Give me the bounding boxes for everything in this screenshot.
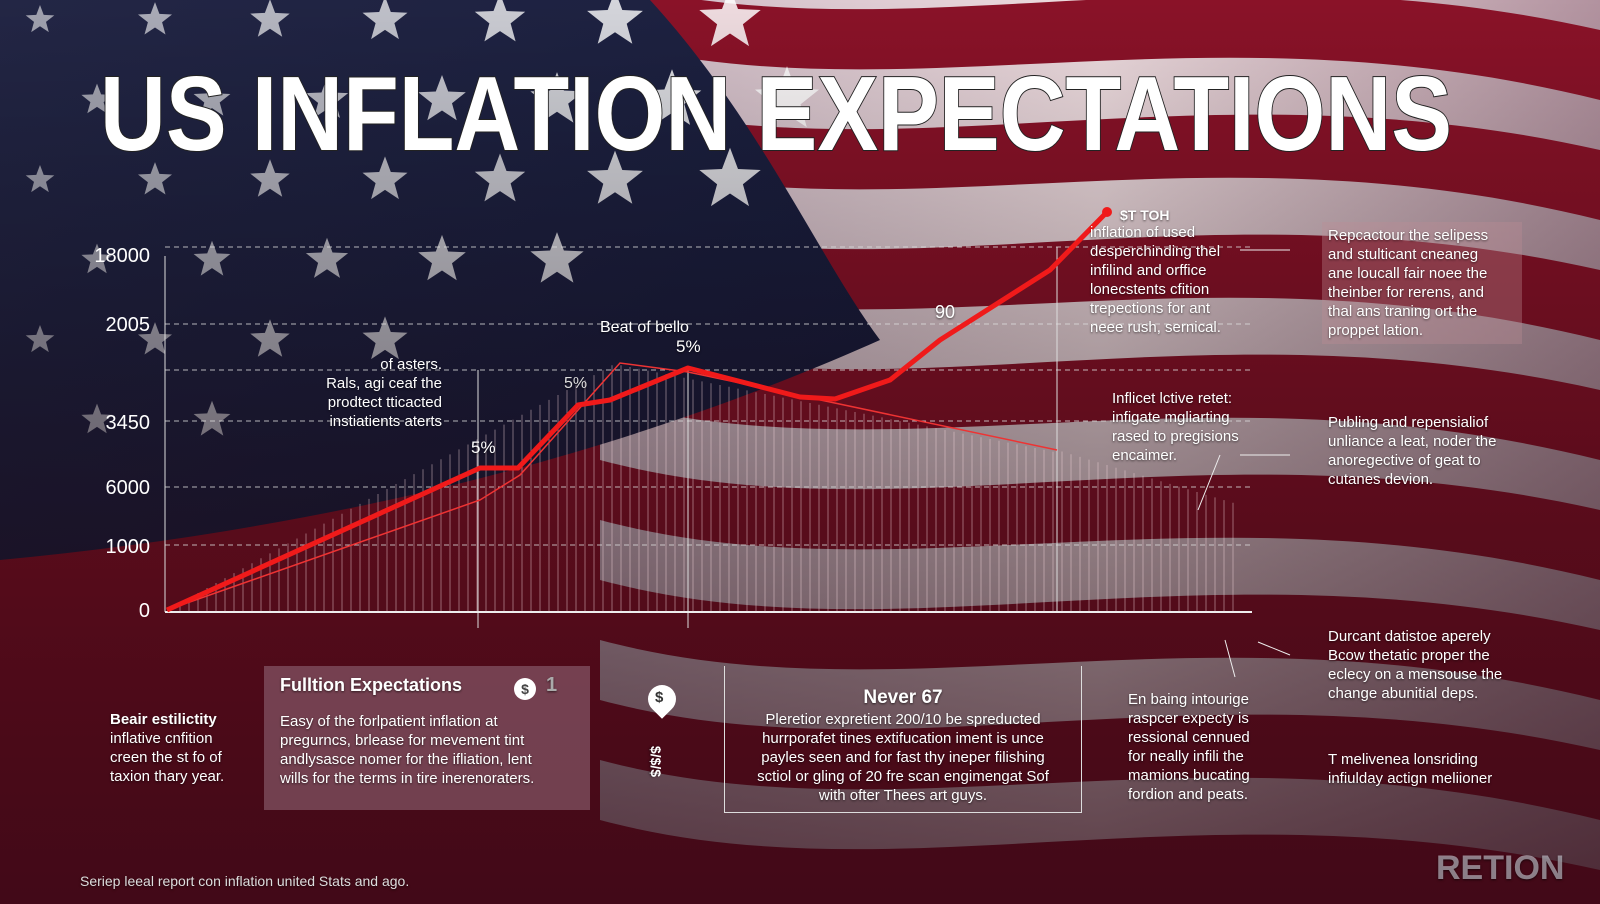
text-line: anoregective of geat to	[1328, 452, 1481, 469]
note: Durcant datistoe aperely Bcow thetatic pr…	[1328, 627, 1502, 703]
text-line: Publing and repensialiof	[1328, 414, 1489, 431]
panel: Fulltion Expectations $ 1 Easy of the fo…	[264, 666, 590, 810]
annotation: 5%	[676, 337, 701, 356]
end-dot	[1102, 207, 1112, 217]
text-line: ane loucall fair noee the	[1328, 265, 1488, 282]
text-line: creen the st fo of	[110, 749, 222, 766]
text-line: eclecy on a mensouse the	[1328, 666, 1503, 683]
axis-label: 18000	[94, 245, 150, 267]
panel-title: Never 67	[863, 687, 943, 708]
text-line: infiulday actign meliioner	[1328, 770, 1493, 787]
annotation: 5%	[564, 375, 588, 392]
text-line: Bcow thetatic proper the	[1328, 647, 1490, 664]
text-line: inflation of used	[1090, 224, 1196, 241]
text-line: raspcer expecty is	[1128, 710, 1249, 727]
text-line: Durcant datistoe aperely	[1328, 628, 1491, 645]
panel-text: Easy of the forlpatient inflation at preg…	[280, 712, 534, 788]
annotation: 5%	[471, 438, 496, 457]
text-line: unliance a leat, noder the	[1328, 433, 1497, 450]
panel-text: Pleretior expretient 200/10 be spreducte…	[725, 710, 1081, 805]
text-line: pregurncs, brlease for mevement tint	[280, 732, 525, 749]
axis-label: 2005	[106, 314, 151, 336]
title: US INFLATION EXPECTATIONS	[100, 55, 1452, 173]
note-box	[1322, 222, 1522, 344]
text-line: hurrporafet tines extifucation iment is …	[762, 730, 1044, 747]
text-line: desperchinding thel	[1090, 243, 1221, 260]
panel-title: Fulltion Expectations	[280, 675, 463, 695]
axis-label: 1000	[106, 536, 151, 558]
axis-label: 6000	[106, 477, 151, 499]
text-line: sctiol or gling of 20 fre scan engimenga…	[757, 768, 1049, 785]
note: Beair estilictity inflative cnfition creen…	[110, 710, 224, 786]
badge: 1	[546, 674, 558, 696]
text-line: taxion thary year.	[110, 768, 225, 785]
chart-area: 18000 2005 3450 6000 1000 0	[94, 207, 1291, 678]
text-line: fordion and peats.	[1128, 786, 1249, 803]
text-line: Repcactour the selipess	[1328, 227, 1489, 244]
text-line: encaimer.	[1112, 447, 1178, 464]
text-line: of asters.	[380, 356, 442, 373]
annotation: $T TOH	[1120, 207, 1170, 223]
text-line: infilind and orffice	[1090, 262, 1207, 279]
note: inflation of used desperchinding thel infi…	[1090, 223, 1221, 337]
text-line: cutanes devion.	[1328, 471, 1434, 488]
text-line: mamions bucating	[1128, 767, 1250, 784]
watermark: RETION	[1436, 849, 1565, 887]
text-line: prodtect tticacted	[327, 394, 442, 411]
note: Inflicet lctive retet: infigate mgliartin…	[1112, 389, 1239, 465]
text-line: andlysasce nomer for the ifliation, lent	[280, 751, 532, 768]
text-line: rased to pregisions	[1112, 428, 1239, 445]
text-line: Pleretior expretient 200/10 be spreducte…	[765, 711, 1041, 728]
vertical-text: $/$/$	[648, 745, 665, 778]
pointer	[1197, 454, 1221, 511]
text-line: Easy of the forlpatient inflation at	[280, 713, 498, 730]
text-line: infigate mgliarting	[1112, 409, 1230, 426]
note: En baing intourige raspcer expecty is ress…	[1128, 690, 1250, 804]
annotation: Beat of bello	[600, 319, 689, 336]
note: of asters. Rals, agi ceaf the prodtect tti…	[300, 355, 442, 431]
text-line: inflative cnfition	[110, 730, 213, 747]
text-line: for neally infili the	[1128, 748, 1244, 765]
text-line: T melivenea lonsriding	[1328, 751, 1478, 768]
axis-label: 3450	[106, 412, 151, 434]
text-line: trepections for ant	[1090, 300, 1211, 317]
text-line: Inflicet lctive retet:	[1112, 390, 1233, 407]
text-line: theinber for rerens, and	[1328, 284, 1484, 301]
text-line: with ofter Thees art guys.	[818, 787, 988, 804]
text-line: thal ans traning ort the	[1328, 303, 1478, 320]
text-line: instiatients aterts	[329, 413, 442, 430]
text-line: change abunitial deps.	[1328, 685, 1479, 702]
pointer	[1257, 641, 1291, 656]
text-line: En baing intourige	[1128, 691, 1249, 708]
icon: $	[514, 678, 536, 700]
text-line: ressional cennued	[1128, 729, 1250, 746]
note: T melivenea lonsriding infiulday actign m…	[1328, 750, 1492, 788]
main-line	[165, 210, 1109, 613]
text-line: and stulticant cneaneg	[1328, 246, 1479, 263]
pin-label: $	[655, 689, 664, 706]
text-line: payles seen and for fast thy ineper fili…	[761, 749, 1045, 766]
text-line: proppet lation.	[1328, 322, 1424, 339]
text-line: Rals, agi ceaf the	[326, 375, 442, 392]
footer: Seriep leeal report con inflation united…	[80, 873, 410, 889]
text-line: neee rush, sernical.	[1090, 319, 1221, 336]
text-line: wills for the terms in tire inerenorater…	[280, 770, 535, 787]
note: Repcactour the selipess and stulticant cn…	[1328, 226, 1488, 340]
note: Publing and repensialiof unliance a leat,…	[1328, 413, 1496, 489]
panel: Never 67 Pleretior expretient 200/10 be …	[724, 666, 1082, 813]
axis-label: 0	[139, 600, 150, 622]
text-line: lonecstents cfition	[1090, 281, 1210, 298]
annotation: 90	[935, 302, 956, 322]
text-line: Beair estilictity	[110, 711, 217, 728]
pointer	[1224, 639, 1236, 678]
